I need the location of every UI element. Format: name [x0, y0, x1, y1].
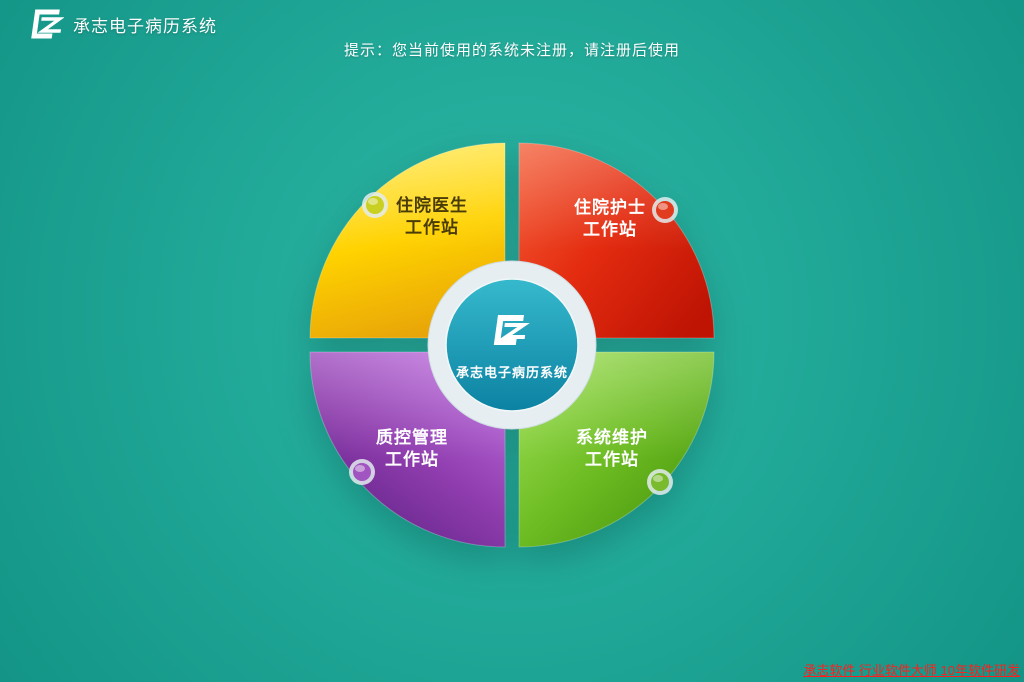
quadrant-badge — [652, 197, 678, 223]
registration-notice: 提示：您当前使用的系统未注册，请注册后使用 — [343, 42, 680, 59]
app-logo-icon — [31, 9, 64, 39]
app-title: 承志电子病历系统 — [73, 16, 217, 36]
quadrant-label-line2: 工作站 — [585, 449, 639, 469]
quadrant-badge — [362, 192, 388, 218]
center-logo-icon — [493, 315, 530, 345]
quadrant-label-line2: 工作站 — [385, 449, 439, 469]
quadrant-label-line1: 质控管理 — [376, 427, 448, 447]
quadrant-label-line1: 系统维护 — [576, 427, 648, 447]
center-title: 承志电子病历系统 — [456, 365, 568, 381]
wheel-center: 承志电子病历系统 — [427, 260, 597, 430]
header-brand: 承志电子病历系统 — [26, 8, 217, 40]
quadrant-badge — [349, 459, 375, 485]
quadrant-label-line2: 工作站 — [583, 219, 637, 239]
quadrant-label-line1: 住院护士 — [574, 197, 646, 217]
workstation-wheel: 住院医生 工作站 住院护士 工作站 质控管理 工作站 — [292, 125, 732, 565]
quadrant-label-line1: 住院医生 — [396, 195, 468, 215]
quadrant-label-line2: 工作站 — [405, 217, 459, 237]
quadrant-badge — [647, 469, 673, 495]
vendor-link[interactable]: 承志软件 行业软件大师 10年软件研发 — [803, 663, 1020, 678]
